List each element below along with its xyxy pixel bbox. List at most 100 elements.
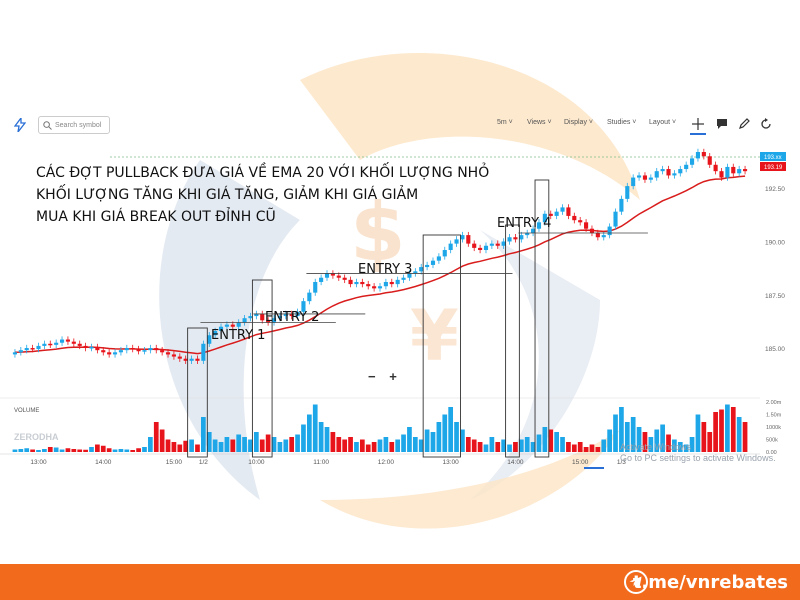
candle-body (666, 169, 671, 176)
svg-text:¥: ¥ (410, 295, 459, 377)
candle-body (307, 292, 312, 302)
volume-bar (30, 449, 35, 452)
volume-bar (630, 417, 636, 452)
volume-bar (318, 422, 324, 452)
candle-body (719, 171, 724, 178)
volume-bar (283, 439, 289, 452)
crosshair-icon[interactable] (690, 116, 706, 136)
volume-bar (560, 437, 565, 452)
interval-select[interactable]: 5m ˅ (497, 119, 513, 126)
volume-bar (130, 450, 136, 452)
volume-bar (124, 449, 130, 452)
volume-bar (471, 439, 477, 452)
volume-tick-label: 0.00 (766, 450, 777, 456)
candle-body (454, 239, 459, 244)
footer-banner: t.me/vnrebates (0, 564, 800, 600)
volume-bar (201, 417, 206, 452)
views-menu[interactable]: Views ˅ (527, 119, 552, 126)
volume-bar (271, 437, 277, 452)
volume-bar (359, 439, 365, 452)
volume-bar (513, 442, 518, 452)
entry-4-label: ENTRY 4 (497, 216, 552, 231)
candle-body (230, 324, 235, 327)
volume-bar (683, 444, 689, 452)
volume-bar (583, 447, 589, 452)
volume-bar (495, 442, 501, 452)
volume-bar (619, 407, 624, 452)
candle-body (289, 313, 294, 317)
volume-bar (507, 444, 512, 452)
candle-body (560, 207, 565, 212)
candle-body (183, 358, 188, 361)
search-input[interactable]: Search symbol (38, 116, 110, 134)
volume-bar (365, 444, 371, 452)
candle-body (419, 267, 424, 272)
volume-bar (536, 434, 542, 452)
price-badge-blue (760, 152, 786, 161)
volume-bar (601, 439, 607, 452)
volume-bar (277, 442, 283, 452)
volume-bar (489, 437, 495, 452)
volume-bar (483, 444, 489, 452)
volume-bar (448, 407, 454, 452)
display-menu[interactable]: Display ˅ (564, 119, 593, 126)
volume-bar (465, 437, 471, 452)
volume-bar (218, 442, 224, 452)
candle-body (566, 207, 571, 216)
volume-bar (636, 427, 642, 452)
candle-body (513, 237, 518, 240)
candle-body (525, 232, 530, 236)
candle-body (548, 213, 553, 216)
candle-body (366, 284, 371, 287)
telegram-icon[interactable] (624, 570, 648, 594)
volume-bar (336, 437, 342, 452)
candle-body (460, 235, 465, 240)
volume-bar (460, 429, 465, 452)
entry-2-label: ENTRY 2 (265, 310, 320, 325)
studies-label: Studies (607, 119, 631, 126)
windows-activation-subtitle: Go to PC settings to activate Windows. (620, 453, 776, 463)
volume-bar (248, 439, 253, 452)
candle-body (478, 247, 483, 251)
candle-body (642, 175, 648, 180)
volume-bar (330, 432, 336, 452)
volume-bar (242, 437, 247, 452)
search-placeholder: Search symbol (55, 121, 102, 129)
volume-tick-label: 500k (766, 438, 778, 444)
candle-body (695, 152, 701, 159)
candle-body (672, 173, 677, 176)
comment-icon[interactable] (716, 118, 728, 130)
volume-bar (654, 429, 660, 452)
candle-body (713, 164, 718, 172)
refresh-icon[interactable] (760, 118, 772, 130)
chart-toolbar: Search symbol 5m ˅ Views ˅ Display ˅ Stu… (0, 112, 800, 140)
candle-body (495, 243, 500, 246)
flash-icon[interactable] (14, 118, 26, 132)
pencil-icon[interactable] (738, 118, 750, 130)
studies-menu[interactable]: Studies ˅ (607, 119, 637, 126)
candle-body (130, 348, 135, 350)
candle-body (554, 211, 559, 216)
entry-3-label: ENTRY 3 (358, 262, 413, 277)
volume-bar (371, 442, 377, 452)
candle-body (236, 322, 241, 327)
layout-menu[interactable]: Layout ˅ (649, 119, 677, 126)
candle-body (507, 237, 512, 242)
volume-bar (707, 432, 713, 452)
candle-body (201, 343, 206, 361)
candle-body (260, 313, 265, 321)
candlestick-chart[interactable]: 192.50 190.00 187.50 185.00 193.xx 193.19 2.00… (0, 140, 800, 470)
candle-body (319, 277, 324, 282)
zoom-out-button[interactable]: − (368, 369, 376, 384)
zoom-in-button[interactable]: + (389, 369, 397, 384)
volume-bar (454, 422, 459, 452)
entry-2-box (251, 279, 273, 458)
candle-body (690, 158, 695, 165)
volume-bar (206, 432, 212, 452)
volume-bar (624, 422, 630, 452)
telegram-link[interactable]: t.me/vnrebates (632, 572, 788, 593)
candle-body (354, 281, 359, 285)
volume-bar (136, 448, 141, 452)
candle-body (42, 343, 47, 346)
volume-bar (324, 427, 330, 452)
